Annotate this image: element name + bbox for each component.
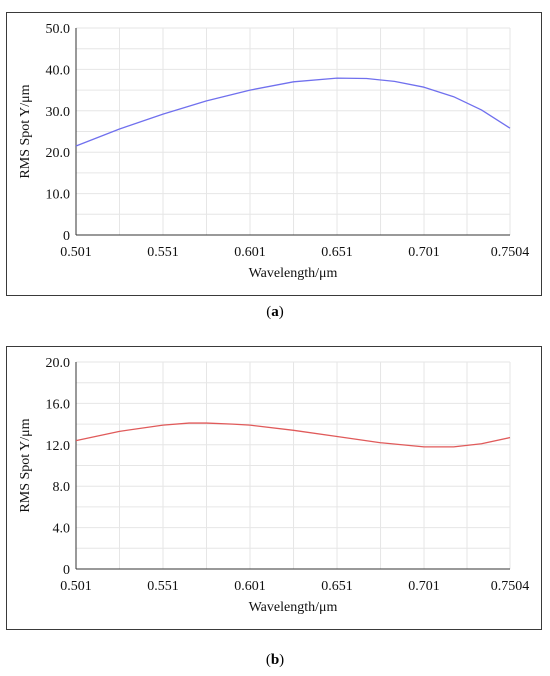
- x-axis-title: Wavelength/μm: [249, 600, 338, 615]
- x-tick-label: 0.7504: [491, 245, 530, 260]
- caption-b-label: b: [270, 652, 280, 668]
- y-tick-label: 40.0: [46, 63, 71, 78]
- caption-a-open: (: [266, 304, 272, 320]
- x-axis-title: Wavelength/μm: [249, 266, 338, 281]
- caption-a: (a): [0, 304, 550, 321]
- chart-b-svg: 0 4.0 8.0 12.0 16.0 20.0 0.501 0.551 0.601 0.651 0…: [18, 356, 530, 615]
- x-tick-label: 0.651: [321, 245, 353, 260]
- chart-panel-a: 0 10.0 20.0 30.0 40.0 50.0 0.501 0.551 0.601 0.65…: [6, 12, 542, 296]
- chart-a-svg: 0 10.0 20.0 30.0 40.0 50.0 0.501 0.551 0.601 0.65…: [18, 22, 530, 281]
- y-tick-label: 50.0: [46, 22, 71, 37]
- y-tick-label: 16.0: [46, 397, 71, 412]
- y-tick-label: 20.0: [46, 146, 71, 161]
- x-tick-label: 0.701: [408, 579, 440, 594]
- y-tick-label: 10.0: [46, 188, 71, 203]
- x-tick-label: 0.501: [60, 579, 92, 594]
- caption-a-label: a: [271, 304, 279, 320]
- x-tick-label: 0.601: [234, 245, 266, 260]
- series-line: [75, 77, 511, 147]
- x-tick-label: 0.551: [147, 579, 179, 594]
- caption-b-close: ): [279, 652, 285, 668]
- chart-panel-b: 0 4.0 8.0 12.0 16.0 20.0 0.501 0.551 0.601 0.651 0…: [6, 346, 542, 630]
- y-axis-title: RMS Spot Y/μm: [18, 418, 33, 512]
- x-tick-label: 0.651: [321, 579, 353, 594]
- caption-b: (b): [0, 652, 550, 669]
- y-tick-label: 0: [63, 563, 70, 578]
- y-tick-label: 30.0: [46, 105, 71, 120]
- y-tick-label: 20.0: [46, 356, 71, 371]
- y-tick-label: 12.0: [46, 439, 71, 454]
- series-line: [75, 422, 511, 448]
- x-tick-label: 0.501: [60, 245, 92, 260]
- caption-a-close: ): [278, 304, 284, 320]
- y-tick-label: 4.0: [53, 522, 71, 537]
- y-tick-label: 8.0: [53, 480, 71, 495]
- x-tick-label: 0.551: [147, 245, 179, 260]
- y-axis-title: RMS Spot Y/μm: [18, 84, 33, 178]
- y-tick-label: 0: [63, 229, 70, 244]
- caption-b-open: (: [265, 652, 271, 668]
- x-tick-label: 0.7504: [491, 579, 530, 594]
- x-tick-label: 0.601: [234, 579, 266, 594]
- x-tick-label: 0.701: [408, 245, 440, 260]
